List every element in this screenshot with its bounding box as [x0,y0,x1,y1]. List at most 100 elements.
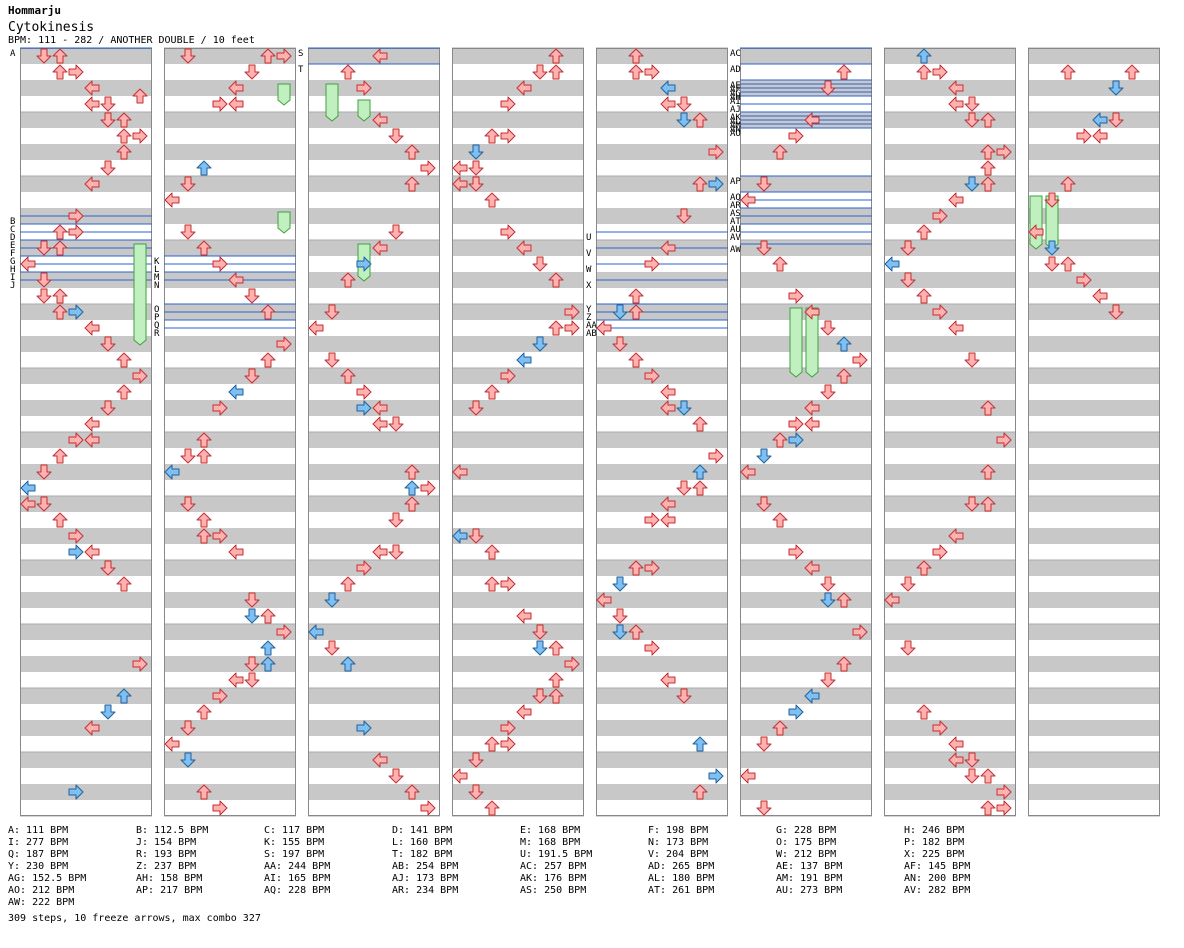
step-arrow [804,560,820,576]
beat-band [452,560,584,576]
step-arrow [692,176,708,192]
step-arrow [916,288,932,304]
chart-column [20,47,152,817]
beat-band [308,496,440,512]
step-arrow [772,256,788,272]
section-label: T [298,65,304,75]
beat-band [20,304,152,320]
beat-band [1028,432,1160,448]
step-arrow [1108,112,1124,128]
beat-band [740,528,872,544]
bpm-legend-entry: A: 111 BPM [8,825,69,836]
section-label: AW [730,245,741,255]
step-arrow [516,80,532,96]
beat-band [1028,752,1160,768]
beat-band [452,528,584,544]
section-label: AN [730,125,741,135]
step-arrow [964,752,980,768]
step-arrow [260,304,276,320]
beat-band [884,592,1016,608]
section-label: G [10,257,15,267]
step-arrow [84,320,100,336]
step-arrow [84,96,100,112]
step-arrow [404,784,420,800]
section-label: Y [586,305,592,315]
step-arrow [340,656,356,672]
step-arrow [532,256,548,272]
step-arrow [980,112,996,128]
beat-band [308,784,440,800]
step-arrow [820,576,836,592]
beat-band [884,336,1016,352]
step-arrow [484,736,500,752]
step-arrow [692,784,708,800]
step-arrow [948,80,964,96]
beat-band [884,240,1016,256]
column-border [164,48,296,816]
section-label: H [10,265,15,275]
step-arrow [660,400,676,416]
step-arrow [532,336,548,352]
step-arrow [260,656,276,672]
beat-band [1028,304,1160,320]
column-border [452,48,584,816]
step-arrow [532,688,548,704]
step-arrow [52,48,68,64]
step-arrow [484,800,500,816]
beat-band [308,592,440,608]
beat-band [884,272,1016,288]
bpm-legend-entry: V: 204 BPM [648,849,709,860]
step-arrow [452,528,468,544]
step-arrow [84,720,100,736]
beat-band [596,336,728,352]
freeze-arrow [133,243,147,346]
beat-band [164,240,296,256]
beat-band [1028,496,1160,512]
step-arrow [340,576,356,592]
step-arrow [660,96,676,112]
beat-band [596,592,728,608]
step-arrow [276,336,292,352]
step-arrow [196,448,212,464]
step-arrow [1060,176,1076,192]
step-arrow [596,320,612,336]
step-arrow [532,624,548,640]
section-label: AE [730,81,741,91]
step-arrow [68,304,84,320]
step-arrow [980,768,996,784]
step-arrow [628,48,644,64]
bpm-legend-entry: AB: 254 BPM [392,861,459,872]
step-arrow [660,512,676,528]
step-arrow [100,96,116,112]
beat-band [1028,144,1160,160]
step-arrow [900,240,916,256]
chart-column [740,47,872,817]
beat-band [452,336,584,352]
step-chart: ABCDEFGHIJKLMNOPQRSTUVWXYZAAABACADAEAFAG… [10,47,1160,817]
beat-band [740,368,872,384]
step-arrow [916,224,932,240]
step-arrow [196,512,212,528]
step-arrow [900,640,916,656]
step-arrow [804,416,820,432]
step-arrow [948,736,964,752]
step-arrow [644,560,660,576]
section-label: AA [586,321,597,331]
step-arrow [660,80,676,96]
step-arrow [932,720,948,736]
column-border [1028,48,1160,816]
step-arrow [388,416,404,432]
step-arrow [356,400,372,416]
freeze-arrow [325,83,339,122]
step-arrow [100,704,116,720]
beat-band [1028,528,1160,544]
step-arrow [804,304,820,320]
step-arrow [548,48,564,64]
step-arrow [52,288,68,304]
step-arrow [532,64,548,80]
step-arrow [708,176,724,192]
bpm-legend-entry: AO: 212 BPM [8,885,75,896]
step-arrow [356,720,372,736]
step-arrow [452,464,468,480]
step-arrow [660,384,676,400]
